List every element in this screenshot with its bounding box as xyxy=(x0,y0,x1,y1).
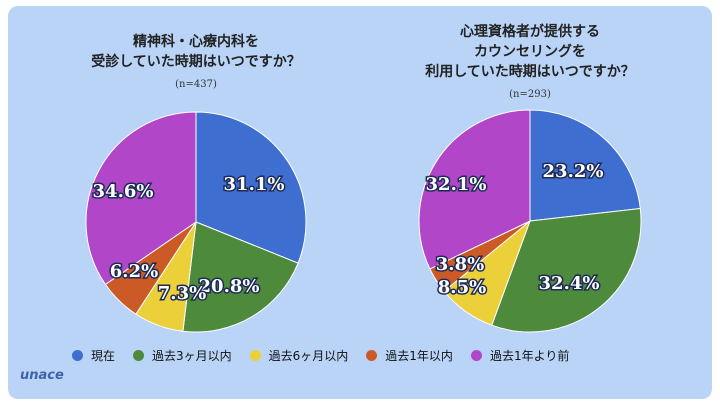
pie-chart-right: 23.2% 32.4% 8.5%3.8% 32.1% xyxy=(418,109,642,333)
legend-swatch-before-1year xyxy=(470,350,482,361)
left-label-3months: 20.8% xyxy=(199,276,260,297)
legend-label-1year: 過去1年以内 xyxy=(385,349,453,363)
chart-left-title: 精神科・心療内科を 受診していた時期はいつですか？ xyxy=(46,32,346,72)
left-slice-before-1year xyxy=(85,111,197,286)
right-label-6months: 8.5% xyxy=(438,277,486,298)
left-label-1year: 6.2% xyxy=(110,261,158,282)
legend-item-before-1year: 過去1年より前 xyxy=(470,347,570,364)
right-label-before-1year: 32.1% xyxy=(426,174,487,195)
legend-label-before-1year: 過去1年より前 xyxy=(489,349,570,363)
chart-right-title: 心理資格者が提供する カウンセリングを 利用していた時期はいつですか？ xyxy=(380,22,680,82)
legend-swatch-1year xyxy=(366,350,378,361)
right-label-now: 23.2% xyxy=(543,161,604,182)
legend-swatch-now xyxy=(72,350,83,361)
left-slice-3months xyxy=(182,221,299,333)
right-slice-before-1year xyxy=(418,109,531,270)
legend-label-now: 現在 xyxy=(91,349,116,363)
legend-swatch-6months xyxy=(249,350,261,361)
left-slice-now xyxy=(195,111,307,264)
brand-logo: unace xyxy=(20,368,64,383)
legend-item-now: 現在 xyxy=(72,347,115,364)
chart-right-title-line-3: 利用していた時期はいつですか？ xyxy=(425,64,635,80)
legend-label-3months: 過去3ヶ月以内 xyxy=(152,349,232,363)
legend-item-1year: 過去1年以内 xyxy=(366,347,453,364)
right-slice-now xyxy=(529,109,641,222)
pie-chart-left: 31.1% 20.8%7.3%6.2% 34.6% xyxy=(85,111,307,333)
chart-left-sample-size: (n=437) xyxy=(175,79,217,90)
chart-right-title-line-2: カウンセリングを xyxy=(474,44,586,60)
legend-swatch-3months xyxy=(133,350,145,361)
right-slice-3months xyxy=(491,207,642,333)
chart-right-sample-size: (n=293) xyxy=(509,89,551,100)
legend: 現在 過去3ヶ月以内 過去6ヶ月以内 過去1年以内 過去1年より前 xyxy=(72,347,569,364)
chart-right-title-line-1: 心理資格者が提供する xyxy=(460,24,600,40)
legend-label-6months: 過去6ヶ月以内 xyxy=(268,349,349,363)
left-label-now: 31.1% xyxy=(224,174,285,195)
chart-left-title-line-1: 精神科・心療内科を xyxy=(133,34,259,50)
chart-left-title-line-2: 受診していた時期はいつですか？ xyxy=(91,54,301,70)
legend-item-6months: 過去6ヶ月以内 xyxy=(249,347,349,364)
legend-item-3months: 過去3ヶ月以内 xyxy=(133,347,232,364)
right-label-3months: 32.4% xyxy=(539,273,600,294)
right-label-1year: 3.8% xyxy=(436,254,484,275)
left-label-before-1year: 34.6% xyxy=(93,181,154,202)
left-label-6months: 7.3% xyxy=(158,283,206,304)
